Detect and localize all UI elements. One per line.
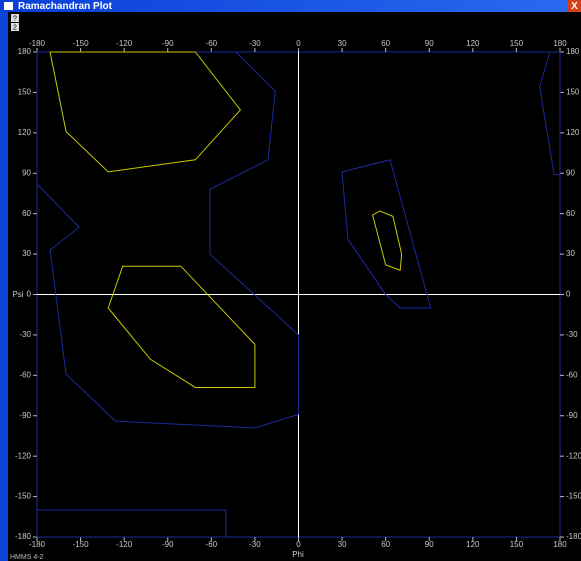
y-tick-label: 30: [566, 249, 575, 258]
y-tick-label: 150: [566, 88, 580, 97]
y-tick-label: -60: [19, 370, 31, 379]
contour: [341, 159, 432, 309]
y-tick-label: 60: [22, 209, 31, 218]
x-tick-label: 180: [553, 540, 567, 549]
y-tick-label: -120: [15, 451, 32, 460]
x-tick-label: 0: [296, 540, 301, 549]
y-tick-label: 180: [566, 47, 580, 56]
x-tick-label: 60: [381, 540, 390, 549]
x-tick-label: -90: [162, 39, 174, 48]
y-tick-label: 90: [566, 168, 575, 177]
x-tick-label: 0: [296, 39, 301, 48]
x-tick-label: -150: [73, 540, 90, 549]
x-tick-label: 120: [466, 39, 480, 48]
y-tick-label: 150: [18, 88, 32, 97]
x-tick-label: -30: [249, 540, 261, 549]
x-tick-label: -60: [206, 540, 218, 549]
y-tick-label: 0: [27, 290, 32, 299]
y-tick-label: 90: [22, 168, 31, 177]
x-axis-label: Phi: [292, 550, 304, 559]
x-tick-label: -150: [73, 39, 90, 48]
y-tick-label: 120: [18, 128, 32, 137]
close-label[interactable]: X: [571, 1, 578, 12]
contour: [539, 51, 561, 176]
contour: [49, 51, 242, 173]
y-axis-label: Psi: [12, 290, 23, 299]
y-tick-label: -120: [566, 451, 581, 460]
option-label[interactable]: 2: [13, 24, 17, 31]
x-tick-label: -180: [29, 540, 46, 549]
y-tick-label: 180: [18, 47, 32, 56]
contour: [36, 509, 227, 538]
x-tick-label: 150: [510, 540, 524, 549]
y-tick-label: -180: [15, 532, 32, 541]
x-tick-label: -30: [249, 39, 261, 48]
y-tick-label: -30: [566, 330, 578, 339]
y-tick-label: -90: [19, 411, 31, 420]
plot-background: [8, 12, 581, 561]
x-tick-label: -90: [162, 540, 174, 549]
contour: [372, 210, 403, 271]
x-tick-label: 180: [553, 39, 567, 48]
help-icon[interactable]: [11, 14, 19, 22]
x-tick-label: 30: [338, 540, 347, 549]
title-bar: [0, 0, 581, 12]
x-tick-label: 60: [381, 39, 390, 48]
close-button[interactable]: [568, 0, 581, 12]
x-tick-label: 150: [510, 39, 524, 48]
y-tick-label: 30: [22, 249, 31, 258]
window-icon: [4, 2, 13, 10]
y-tick-label: -150: [566, 492, 581, 501]
help-label[interactable]: ?: [13, 15, 17, 22]
footer-text: HMMS 4-2: [10, 554, 44, 561]
x-tick-label: -120: [116, 39, 133, 48]
y-tick-label: 120: [566, 128, 580, 137]
x-tick-label: -60: [206, 39, 218, 48]
y-tick-label: -90: [566, 411, 578, 420]
contour: [107, 265, 256, 388]
x-tick-label: 30: [338, 39, 347, 48]
y-tick-label: 60: [566, 209, 575, 218]
y-tick-label: -180: [566, 532, 581, 541]
y-tick-label: 0: [566, 290, 571, 299]
x-tick-label: 90: [425, 39, 434, 48]
x-tick-label: -120: [116, 540, 133, 549]
x-tick-label: 90: [425, 540, 434, 549]
y-tick-label: -30: [19, 330, 31, 339]
y-tick-label: -60: [566, 370, 578, 379]
contour: [36, 51, 299, 429]
y-tick-label: -150: [15, 492, 32, 501]
window-title: Ramachandran Plot: [18, 1, 113, 12]
x-tick-label: 120: [466, 540, 480, 549]
option-icon[interactable]: [11, 23, 19, 31]
x-tick-label: -180: [29, 39, 46, 48]
